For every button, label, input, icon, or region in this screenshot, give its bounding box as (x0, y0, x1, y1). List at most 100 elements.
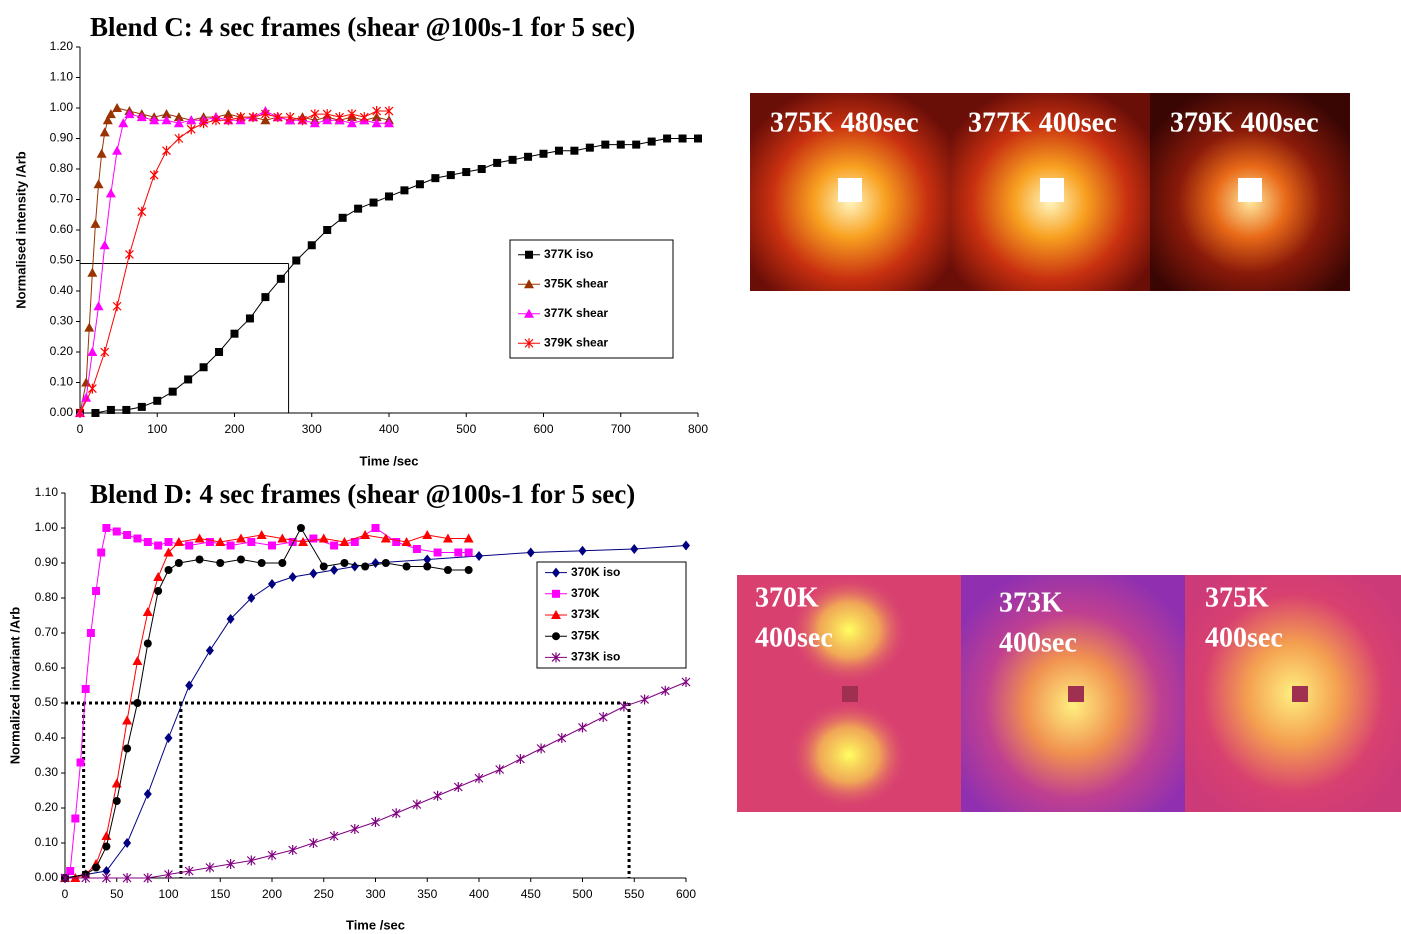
marker (617, 141, 625, 149)
marker (169, 388, 177, 396)
marker (97, 549, 105, 557)
marker (257, 530, 267, 539)
marker (454, 549, 462, 557)
marker (185, 681, 193, 691)
marker (227, 542, 235, 550)
marker (434, 791, 442, 801)
marker (277, 275, 285, 283)
marker (215, 348, 223, 356)
marker (403, 563, 411, 571)
x-tick-label: 0 (62, 887, 69, 901)
marker (102, 843, 110, 851)
x-tick-label: 800 (688, 422, 708, 436)
marker (92, 864, 100, 872)
marker (558, 733, 566, 743)
marker (392, 808, 400, 818)
x-tick-label: 600 (533, 422, 553, 436)
marker (555, 147, 563, 155)
x-axis-title: Time /sec (359, 453, 418, 468)
marker (413, 800, 421, 810)
image-label: 375K (1205, 582, 1269, 613)
marker (101, 347, 109, 357)
marker (309, 838, 317, 848)
legend-label: 373K iso (571, 650, 620, 664)
marker (423, 563, 431, 571)
marker (330, 542, 338, 550)
marker (165, 733, 173, 743)
x-tick-label: 250 (314, 887, 334, 901)
marker (94, 301, 104, 310)
marker (163, 146, 171, 156)
marker (200, 363, 208, 371)
marker (599, 712, 607, 722)
y-tick-label: 0.50 (35, 695, 59, 709)
image-label: 400sec (1205, 622, 1283, 653)
marker (153, 397, 161, 405)
marker (385, 192, 393, 200)
x-tick-label: 500 (572, 887, 592, 901)
marker (125, 249, 133, 259)
marker (195, 534, 205, 543)
marker (94, 179, 104, 188)
beamstop (1040, 178, 1064, 202)
marker (493, 159, 501, 167)
x-tick-label: 300 (365, 887, 385, 901)
image-label: 370K (755, 582, 819, 613)
marker (91, 409, 99, 417)
marker (268, 579, 276, 589)
marker (400, 186, 408, 194)
y-axis-title: Normalised intensity /Arb (13, 151, 28, 309)
marker (339, 214, 347, 222)
marker (679, 135, 687, 143)
x-tick-label: 500 (456, 422, 476, 436)
marker (144, 789, 152, 799)
image-label: 377K 400sec (968, 107, 1117, 138)
marker (289, 845, 297, 855)
marker (133, 535, 141, 543)
x-tick-label: 100 (147, 422, 167, 436)
marker (478, 165, 486, 173)
y-tick-label: 0.20 (50, 344, 74, 358)
marker (143, 607, 153, 616)
marker (138, 207, 146, 217)
marker (422, 530, 432, 539)
marker (360, 530, 370, 539)
marker (206, 538, 214, 546)
marker (237, 556, 245, 564)
legend-marker (552, 632, 560, 640)
marker (309, 569, 317, 579)
image-label: 379K 400sec (1170, 107, 1319, 138)
marker (416, 180, 424, 188)
beamstop (838, 178, 862, 202)
marker (648, 138, 656, 146)
marker (92, 587, 100, 595)
marker (431, 174, 439, 182)
marker (465, 549, 473, 557)
x-tick-label: 200 (224, 422, 244, 436)
marker (123, 531, 131, 539)
marker (308, 241, 316, 249)
marker (524, 153, 532, 161)
marker (154, 542, 162, 550)
marker (87, 629, 95, 637)
marker (187, 124, 195, 134)
legend-label: 373K (571, 607, 600, 621)
marker (413, 545, 421, 553)
marker (447, 171, 455, 179)
marker (360, 112, 368, 122)
marker (351, 562, 359, 572)
marker (106, 188, 116, 197)
marker (165, 566, 173, 574)
y-tick-label: 0.30 (35, 765, 59, 779)
marker (231, 330, 239, 338)
marker (185, 542, 193, 550)
marker (87, 347, 97, 356)
marker (570, 147, 578, 155)
marker (71, 815, 79, 823)
beamstop (1292, 686, 1308, 702)
marker (330, 565, 338, 575)
y-tick-label: 1.10 (35, 485, 59, 499)
marker (336, 112, 344, 122)
marker (475, 773, 483, 783)
marker (509, 156, 517, 164)
